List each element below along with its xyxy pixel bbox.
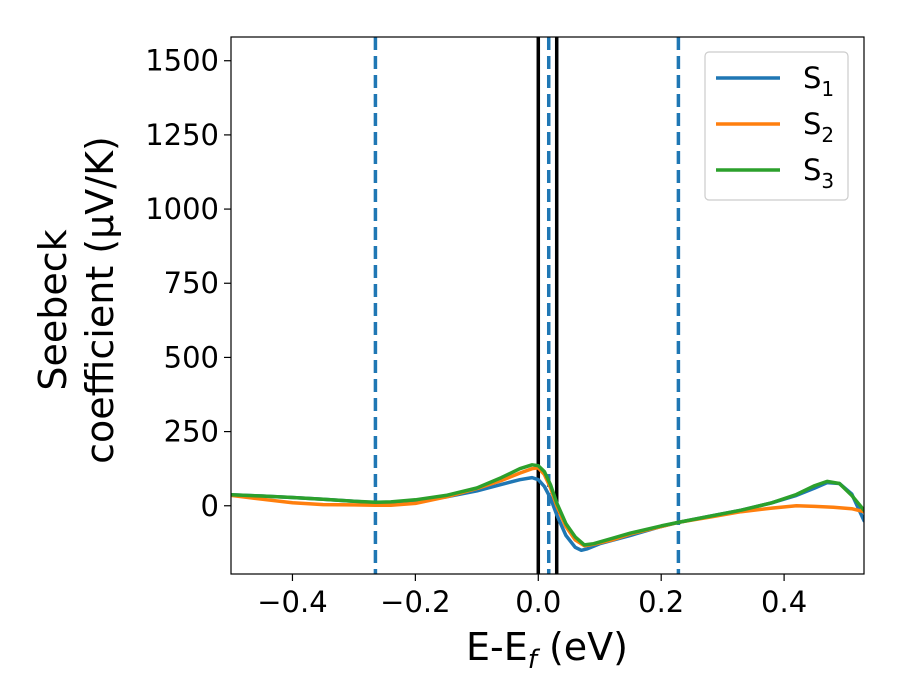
x-tick-label: −0.4 bbox=[257, 585, 327, 619]
legend-label-s1: S1 bbox=[803, 61, 834, 101]
y-tick-label: 1000 bbox=[145, 192, 219, 226]
y-tick-label: 0 bbox=[201, 489, 219, 523]
series-line-s3 bbox=[231, 463, 864, 547]
y-tick-label: 250 bbox=[164, 415, 219, 449]
legend: S1 S2 S3 bbox=[704, 51, 849, 201]
x-tick-label: 0.4 bbox=[761, 585, 807, 619]
y-tick-label: 1500 bbox=[145, 44, 219, 78]
legend-box bbox=[704, 51, 849, 201]
x-tick-label: 0.0 bbox=[515, 585, 561, 619]
x-tick-label: −0.2 bbox=[380, 585, 450, 619]
x-tick-label: 0.2 bbox=[638, 585, 684, 619]
y-axis-label-line1: Seebeck bbox=[31, 229, 75, 390]
y-tick-label: 500 bbox=[164, 340, 219, 374]
y-axis-label-line2: coefficient (μV/K) bbox=[78, 136, 122, 464]
plot-frame bbox=[230, 36, 865, 575]
legend-label-s2: S2 bbox=[803, 107, 834, 147]
y-tick-label: 1250 bbox=[145, 118, 219, 152]
y-tick-label: 750 bbox=[164, 266, 219, 300]
legend-label-s3: S3 bbox=[803, 153, 834, 193]
x-axis-label: E-Ef (eV) bbox=[466, 625, 628, 675]
